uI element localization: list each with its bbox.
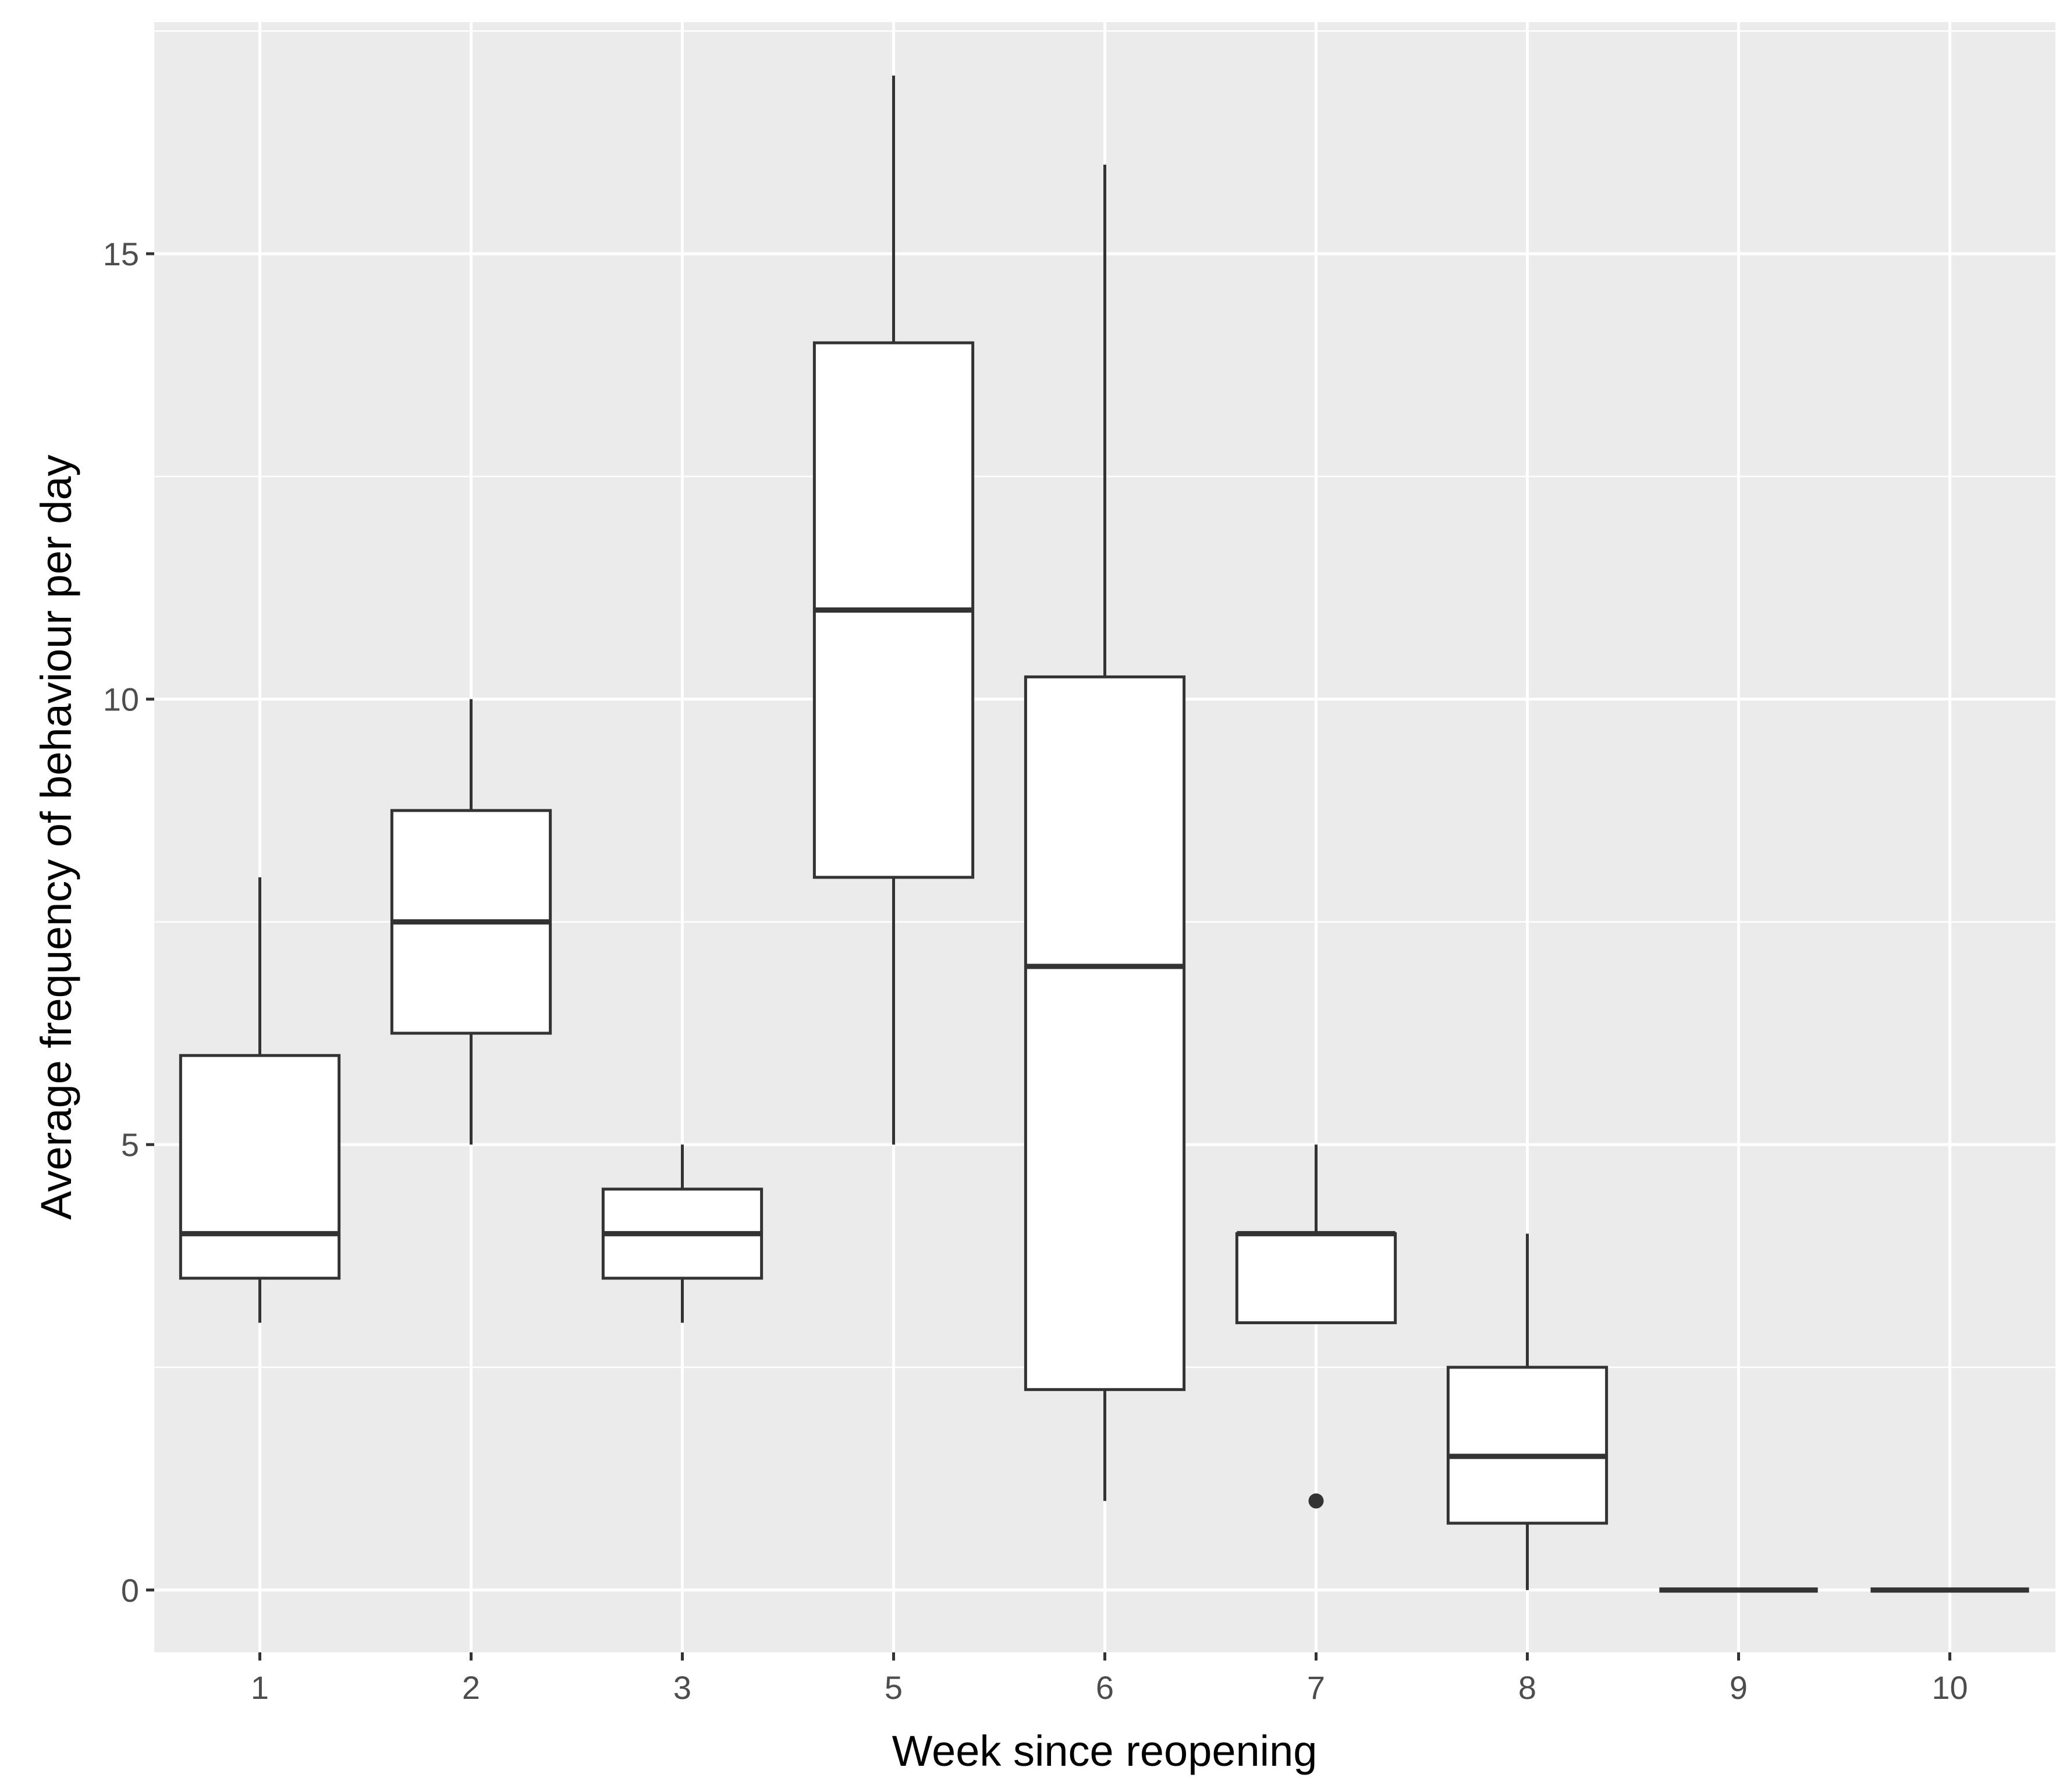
box-week-8: [1446, 1233, 1609, 1590]
y-tick-label: 0: [121, 1572, 139, 1609]
box-week-3: [601, 1144, 764, 1323]
box-week-2: [390, 699, 552, 1145]
x-tick-label: 3: [673, 1669, 691, 1706]
boxes-layer: [179, 75, 2029, 1593]
x-tick-label: 9: [1730, 1669, 1748, 1706]
y-axis-title: Average frequency of behaviour per day: [32, 454, 80, 1219]
x-tick-label: 10: [1931, 1669, 1968, 1706]
box-week-1: [179, 877, 341, 1323]
box-week-6: [1024, 164, 1186, 1501]
iqr-box: [1446, 1366, 1609, 1525]
x-tick-label: 6: [1096, 1669, 1114, 1706]
x-tick-label: 2: [462, 1669, 480, 1706]
box-week-5: [812, 75, 975, 1145]
iqr-box: [179, 1054, 341, 1280]
x-tick-label: 8: [1518, 1669, 1536, 1706]
x-axis-title: Week since reopening: [892, 1727, 1318, 1775]
y-tick-label: 5: [121, 1126, 139, 1163]
y-tick-label: 10: [103, 681, 139, 718]
x-tick-label: 1: [251, 1669, 269, 1706]
x-tick-label: 7: [1307, 1669, 1325, 1706]
box-week-7: [1235, 1144, 1397, 1509]
outlier-point: [1308, 1493, 1324, 1509]
iqr-box: [1024, 675, 1186, 1391]
x-tick-label: 5: [885, 1669, 903, 1706]
y-tick-label: 15: [103, 236, 139, 272]
iqr-box: [1235, 1232, 1397, 1324]
y-axis: 0 5 10 15: [103, 236, 154, 1609]
x-axis: 1 2 3 5 6 7 8 9 10: [251, 1652, 1968, 1706]
